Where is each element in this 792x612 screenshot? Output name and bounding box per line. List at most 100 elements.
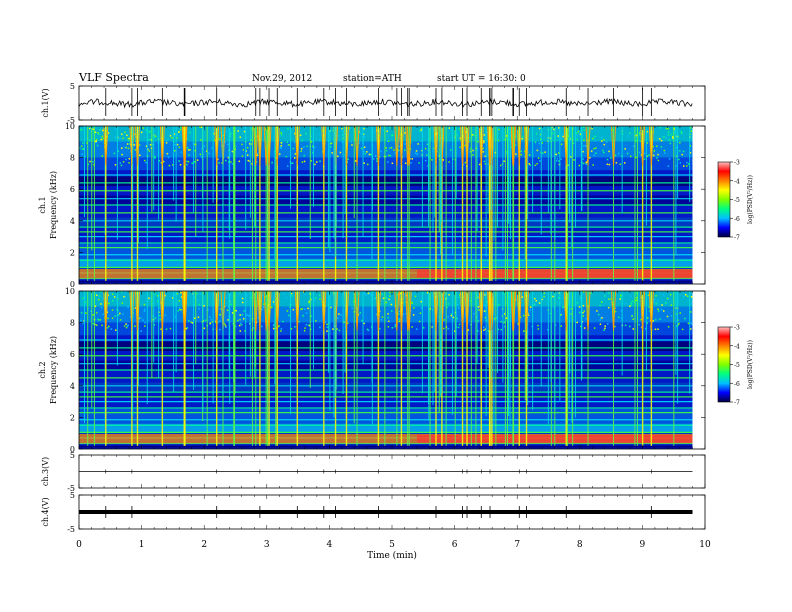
- psd-speck: [593, 154, 595, 157]
- sferic-tweek: [321, 290, 327, 331]
- psd-speck: [536, 149, 539, 152]
- psd-speck: [350, 141, 352, 143]
- psd-speck: [636, 292, 638, 294]
- x-tick-label: 5: [389, 540, 395, 550]
- psd-speck: [269, 294, 272, 297]
- psd-speck: [465, 131, 467, 133]
- psd-speck: [638, 323, 640, 326]
- psd-speck: [652, 145, 654, 148]
- psd-speck: [159, 318, 162, 321]
- psd-speck: [538, 302, 541, 304]
- psd-speck: [164, 294, 166, 297]
- psd-speck: [363, 136, 366, 138]
- no-data-region: [692, 291, 705, 449]
- psd-speck: [388, 298, 390, 301]
- psd-speck: [543, 295, 545, 298]
- psd-speck: [200, 139, 202, 141]
- psd-speck: [94, 131, 97, 133]
- psd-speck: [173, 294, 176, 296]
- psd-speck: [324, 321, 327, 323]
- psd-speck: [81, 148, 84, 150]
- psd-speck: [280, 133, 283, 136]
- psd-speck: [140, 293, 142, 295]
- psd-speck: [135, 292, 137, 294]
- psd-speck: [264, 295, 266, 298]
- psd-speck: [145, 145, 148, 147]
- psd-speck: [326, 330, 328, 332]
- psd-speck: [210, 318, 212, 321]
- psd-speck: [673, 131, 676, 134]
- psd-speck: [167, 156, 170, 159]
- psd-speck: [556, 158, 559, 160]
- psd-speck: [312, 145, 314, 148]
- psd-speck: [332, 129, 334, 132]
- psd-speck: [346, 161, 349, 163]
- psd-speck: [555, 153, 557, 156]
- psd-speck: [315, 320, 317, 322]
- psd-speck: [213, 132, 215, 135]
- psd-speck: [389, 155, 392, 157]
- psd-speck: [542, 152, 544, 154]
- psd-speck: [582, 162, 585, 165]
- psd-speck: [351, 307, 353, 310]
- spectral-band: [79, 360, 693, 370]
- psd-speck: [370, 153, 372, 156]
- psd-speck: [387, 326, 390, 328]
- psd-speck: [662, 310, 665, 312]
- psd-speck: [529, 309, 532, 311]
- psd-speck: [198, 308, 200, 310]
- psd-speck: [151, 144, 154, 146]
- psd-speck: [390, 310, 393, 312]
- y-tick-label: 4: [70, 217, 75, 226]
- psd-speck: [554, 324, 557, 326]
- psd-speck: [190, 321, 192, 323]
- psd-speck: [534, 164, 537, 167]
- y-tick-label: 4: [70, 382, 75, 391]
- psd-speck: [411, 158, 414, 160]
- psd-speck: [245, 294, 248, 296]
- psd-speck: [282, 131, 285, 133]
- psd-speck: [149, 143, 152, 146]
- psd-speck: [420, 129, 422, 131]
- psd-speck: [443, 319, 445, 321]
- psd-speck: [653, 150, 656, 152]
- psd-speck: [219, 320, 221, 323]
- psd-speck: [315, 297, 317, 299]
- psd-speck: [385, 301, 388, 304]
- psd-speck: [687, 163, 690, 165]
- psd-speck: [200, 156, 203, 158]
- psd-speck: [362, 133, 365, 136]
- psd-speck: [672, 136, 674, 138]
- psd-speck: [604, 327, 606, 330]
- psd-speck: [614, 325, 616, 328]
- psd-speck: [687, 322, 690, 325]
- sferic-tweek: [585, 290, 591, 331]
- psd-speck: [538, 127, 541, 130]
- psd-speck: [361, 319, 363, 322]
- psd-speck: [241, 297, 244, 300]
- psd-speck: [591, 127, 593, 130]
- psd-speck: [238, 160, 241, 163]
- psd-speck: [359, 311, 361, 314]
- psd-speck: [657, 310, 660, 312]
- psd-speck: [446, 297, 449, 300]
- psd-speck: [391, 162, 394, 165]
- sferic-tweek: [274, 125, 280, 166]
- psd-speck: [176, 134, 178, 136]
- psd-speck: [665, 302, 667, 304]
- psd-speck: [143, 308, 146, 311]
- psd-speck: [288, 144, 290, 146]
- spectral-band: [79, 195, 693, 205]
- psd-speck: [310, 135, 313, 138]
- psd-speck: [504, 325, 506, 328]
- psd-speck: [218, 138, 221, 140]
- psd-speck: [319, 298, 321, 300]
- ch1-spectrogram-panel: [78, 125, 733, 285]
- psd-speck: [154, 155, 156, 158]
- y-tick-label: 8: [70, 319, 75, 328]
- x-tick-label: 4: [327, 540, 333, 550]
- psd-speck: [246, 154, 249, 156]
- psd-speck: [280, 330, 282, 332]
- psd-speck: [582, 291, 585, 293]
- psd-speck: [278, 153, 281, 155]
